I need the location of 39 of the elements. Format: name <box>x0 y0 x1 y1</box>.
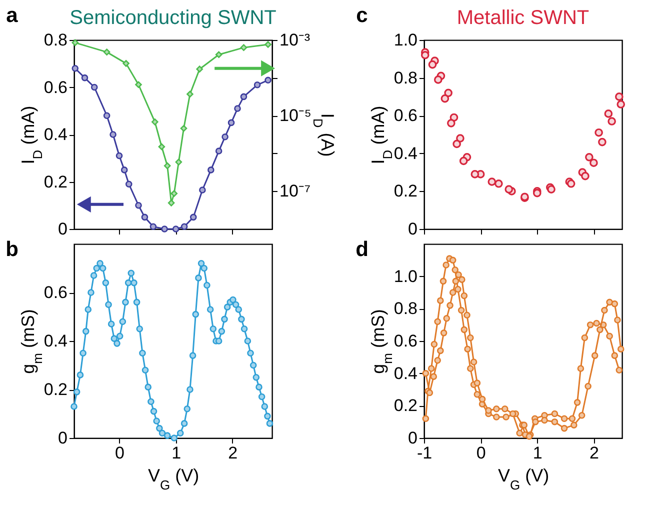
y-tick-label: 1.0 <box>394 30 418 50</box>
text: b <box>6 238 18 261</box>
y-tick-label: 0 <box>58 220 68 238</box>
y-tick-label: 0 <box>408 428 418 448</box>
y-tick-label: 0.6 <box>394 106 418 126</box>
y-tick-label: 0.2 <box>394 182 418 201</box>
y-tick-label: 0.2 <box>44 380 68 399</box>
y2-tick-label: 10⁻⁵ <box>280 106 312 126</box>
x-tick-label: 2 <box>228 444 238 462</box>
y2-tick-label: 10⁻⁷ <box>280 182 311 201</box>
text: a <box>6 4 18 27</box>
x-tick-label: 1 <box>172 444 182 462</box>
y-tick-label: 0 <box>58 428 68 448</box>
y-tick-label: 0 <box>408 220 418 238</box>
y-tick-label: 0.4 <box>44 332 68 350</box>
y-tick-label: 0.4 <box>394 144 418 163</box>
y-tick-label: 0.8 <box>394 68 418 88</box>
x-axis-title: V$_{G}$ (V) <box>148 466 200 492</box>
y-tick-label: 0.6 <box>394 332 418 350</box>
x-tick-label: 2 <box>589 444 599 462</box>
x-tick-label: 0 <box>476 444 486 462</box>
chart-title: Metallic SWNT <box>456 7 590 29</box>
y-tick-label: 0.6 <box>44 78 68 97</box>
y-tick-label: 0.6 <box>44 283 68 302</box>
text: d <box>356 238 368 261</box>
y-tick-label: 0.8 <box>394 299 418 318</box>
x-tick-label: 0 <box>115 444 124 462</box>
x-axis-title: V$_{G}$ (V) <box>498 466 550 492</box>
chart-title: Semiconducting SWNT <box>70 7 276 29</box>
x-tick-label: 1 <box>532 444 542 462</box>
y2-tick-label: 10⁻³ <box>280 30 310 50</box>
y-tick-label: 1.0 <box>394 266 418 286</box>
text: c <box>356 4 368 27</box>
x-tick-label: -1 <box>416 444 432 462</box>
y-tick-label: 0.4 <box>394 364 418 383</box>
y-tick-label: 0.8 <box>44 30 68 50</box>
y-tick-label: 0.4 <box>44 125 68 144</box>
y-tick-label: 0.2 <box>44 172 68 192</box>
y-tick-label: 0.2 <box>394 396 418 416</box>
